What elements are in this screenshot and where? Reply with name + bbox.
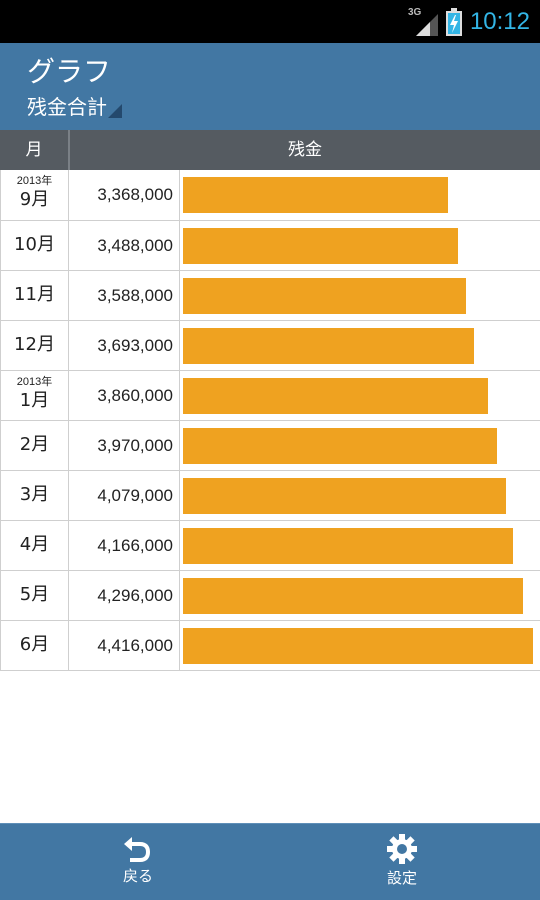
month-cell: 2月 <box>0 421 69 470</box>
month-label: 10月 <box>14 234 55 255</box>
balance-bar <box>183 228 458 264</box>
year-label: 2013年 <box>16 376 53 388</box>
balance-bar <box>183 628 533 664</box>
month-cell: 11月 <box>0 271 69 320</box>
back-button[interactable]: 戻る <box>78 823 198 900</box>
action-bar: グラフ 残金合計 <box>0 43 540 130</box>
month-label: 6月 <box>19 634 50 655</box>
balance-bar <box>183 478 506 514</box>
bottom-bar-divider <box>0 823 540 824</box>
balance-bar <box>183 378 488 414</box>
month-cell: 3月 <box>0 471 69 520</box>
spinner-selected-value: 残金合計 <box>27 95 107 119</box>
month-cell: 2013年 9月 <box>0 170 69 220</box>
month-cell: 12月 <box>0 321 69 370</box>
month-label: 11月 <box>14 284 55 305</box>
month-label: 1月 <box>19 390 50 411</box>
settings-button-label: 設定 <box>386 869 417 887</box>
settings-button[interactable]: 設定 <box>342 823 462 900</box>
table-row: 2月 3,970,000 <box>0 421 540 471</box>
signal-icon: 3G <box>407 7 438 36</box>
balance-bar <box>183 177 448 213</box>
table-row: 2013年 9月 3,368,000 <box>0 170 540 221</box>
network-type-label: 3G <box>407 7 422 18</box>
table-row: 2013年 1月 3,860,000 <box>0 371 540 421</box>
balance-table: 2013年 9月 3,368,000 10月 3,488,000 11月 3,588,000… <box>0 170 540 671</box>
amount-cell: 3,860,000 <box>69 371 180 420</box>
amount-cell: 3,368,000 <box>69 170 180 220</box>
table-row: 5月 4,296,000 <box>0 571 540 621</box>
balance-bar <box>183 578 523 614</box>
year-label: 2013年 <box>16 175 53 187</box>
balance-bar <box>183 328 474 364</box>
status-bar: 3G 10:12 <box>0 0 540 43</box>
amount-cell: 4,079,000 <box>69 471 180 520</box>
month-label: 12月 <box>14 334 55 355</box>
gear-icon <box>387 834 417 864</box>
month-label: 4月 <box>19 534 50 555</box>
month-cell: 2013年 1月 <box>0 371 69 420</box>
table-header: 月 残金 <box>0 130 540 170</box>
month-cell: 5月 <box>0 571 69 620</box>
back-button-label: 戻る <box>122 867 153 885</box>
amount-cell: 3,588,000 <box>69 271 180 320</box>
graph-type-spinner[interactable]: 残金合計 <box>27 94 122 120</box>
month-cell: 4月 <box>0 521 69 570</box>
month-label: 9月 <box>19 189 50 210</box>
amount-cell: 3,488,000 <box>69 221 180 270</box>
column-header-month: 月 <box>25 140 43 160</box>
month-cell: 6月 <box>0 621 69 670</box>
amount-cell: 3,693,000 <box>69 321 180 370</box>
table-row: 3月 4,079,000 <box>0 471 540 521</box>
clock: 10:12 <box>469 8 530 35</box>
undo-icon <box>124 837 150 862</box>
table-row: 12月 3,693,000 <box>0 321 540 371</box>
balance-bar <box>183 428 497 464</box>
balance-bar <box>183 278 466 314</box>
status-icons: 3G 10:12 <box>408 4 530 40</box>
table-row: 6月 4,416,000 <box>0 621 540 671</box>
amount-cell: 4,296,000 <box>69 571 180 620</box>
table-row: 11月 3,588,000 <box>0 271 540 321</box>
bottom-bar: 戻る 設定 <box>0 823 540 900</box>
table-row: 10月 3,488,000 <box>0 221 540 271</box>
month-label: 5月 <box>19 584 50 605</box>
amount-cell: 4,166,000 <box>69 521 180 570</box>
spinner-arrow-icon <box>108 104 122 118</box>
column-header-balance: 残金 <box>288 140 322 160</box>
table-row: 4月 4,166,000 <box>0 521 540 571</box>
month-label: 2月 <box>19 434 50 455</box>
balance-bar <box>183 528 513 564</box>
header-divider <box>68 130 70 170</box>
page-title: グラフ <box>27 55 112 88</box>
month-cell: 10月 <box>0 221 69 270</box>
amount-cell: 3,970,000 <box>69 421 180 470</box>
battery-charging-icon <box>445 8 462 36</box>
month-label: 3月 <box>19 484 50 505</box>
amount-cell: 4,416,000 <box>69 621 180 670</box>
